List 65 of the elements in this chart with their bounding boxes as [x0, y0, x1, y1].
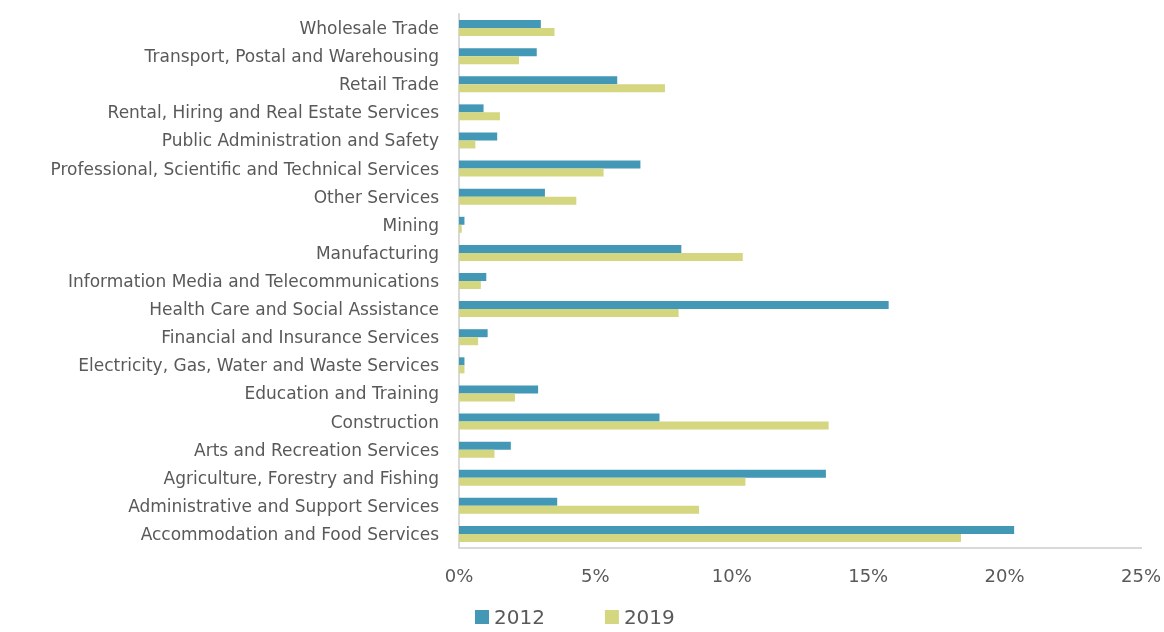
- bar: [459, 281, 481, 289]
- bar: [459, 273, 487, 281]
- bar: [459, 393, 515, 402]
- bar: [459, 216, 465, 225]
- y-tick-label: Wholesale Trade: [299, 18, 439, 39]
- bar: [459, 132, 498, 141]
- x-tick-label: 15%: [848, 564, 889, 586]
- bar: [459, 337, 479, 346]
- y-tick-label: Financial and Insurance Services: [161, 327, 440, 348]
- bar: [459, 497, 558, 506]
- bar: [459, 469, 826, 478]
- bar: [459, 112, 500, 121]
- y-tick-label: Accommodation and Food Services: [140, 523, 440, 544]
- y-tick-label: Rental, Hiring and Real Estate Services: [107, 102, 440, 123]
- bar: [459, 244, 682, 253]
- y-tick-label: Arts and Recreation Services: [194, 439, 440, 460]
- x-tick-label: 5%: [581, 564, 610, 586]
- bar: [459, 525, 1015, 534]
- bar: [459, 224, 462, 233]
- bar: [459, 84, 665, 93]
- bar: [459, 48, 537, 57]
- y-tick-label: Agriculture, Forestry and Fishing: [163, 467, 439, 488]
- bar: [459, 140, 476, 149]
- bar: [459, 441, 511, 450]
- y-tick-label: Manufacturing: [315, 242, 439, 263]
- bar: [459, 357, 465, 366]
- y-tick-label: Health Care and Social Assistance: [149, 299, 439, 320]
- bar: [459, 309, 679, 318]
- bar: [459, 533, 961, 542]
- bar: [459, 252, 743, 261]
- bar: [459, 188, 545, 197]
- bar: [459, 385, 539, 394]
- bar: [459, 301, 889, 310]
- y-tick-label: Construction: [330, 411, 439, 432]
- x-tick-label: 25%: [1120, 564, 1161, 586]
- bar: [459, 421, 829, 430]
- bar: [459, 104, 484, 113]
- y-tick-label: Professional, Scientific and Technical Services: [50, 158, 440, 179]
- bar: [459, 168, 604, 177]
- y-tick-label: Administrative and Support Services: [128, 495, 440, 516]
- y-tick-label: Education and Training: [244, 383, 439, 404]
- bar: [459, 505, 700, 514]
- bar: [459, 160, 641, 169]
- bar: [459, 477, 746, 486]
- y-tick-label: Other Services: [313, 186, 440, 207]
- bar: [459, 329, 488, 338]
- bar: [459, 28, 555, 37]
- bar: [459, 20, 541, 29]
- bar: [459, 56, 520, 65]
- legend-label: 2012: [494, 605, 545, 629]
- y-tick-label: Public Administration and Safety: [161, 130, 439, 151]
- bar: [459, 413, 660, 422]
- y-tick-label: Electricity, Gas, Water and Waste Services: [78, 355, 440, 376]
- bar: [459, 76, 618, 85]
- legend-label: 2019: [623, 605, 675, 629]
- x-tick-label: 10%: [711, 564, 752, 586]
- bar: [459, 449, 495, 458]
- y-tick-label: Mining: [382, 214, 439, 235]
- bar: [459, 196, 577, 205]
- y-tick-label: Information Media and Telecommunications: [67, 271, 440, 291]
- y-tick-label: Retail Trade: [339, 74, 439, 95]
- bar: [459, 365, 465, 374]
- x-tick-label: 20%: [984, 564, 1025, 586]
- y-tick-label: Transport, Postal and Warehousing: [143, 46, 439, 67]
- x-tick-label: 0%: [444, 564, 474, 586]
